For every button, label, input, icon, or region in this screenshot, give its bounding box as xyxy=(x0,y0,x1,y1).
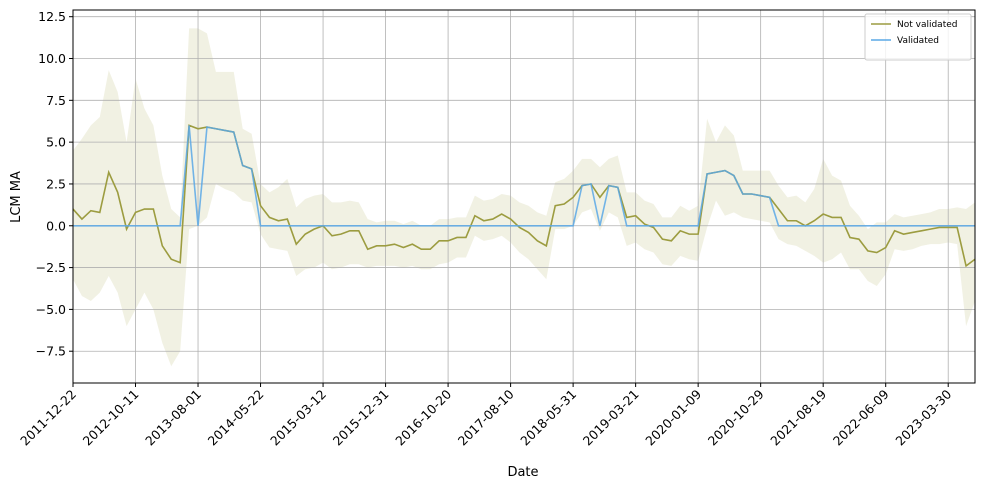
x-tick-label: 2017-08-10 xyxy=(455,386,517,448)
y-tick-label: 12.5 xyxy=(38,9,66,24)
x-tick-label: 2019-03-21 xyxy=(580,387,642,449)
y-tick-label: 5.0 xyxy=(46,135,66,150)
legend-label: Not validated xyxy=(897,20,957,30)
x-tick-label: 2022-06-09 xyxy=(830,386,892,448)
x-tick-label: 2018-05-31 xyxy=(517,387,579,449)
x-tick-label: 2021-08-19 xyxy=(767,386,829,448)
y-axis-label: LCM MA xyxy=(9,171,24,223)
legend-label: Validated xyxy=(897,36,939,46)
x-tick-label: 2015-03-12 xyxy=(267,387,329,449)
x-axis-label: Date xyxy=(507,465,538,480)
y-tick-label: −5.0 xyxy=(36,302,66,317)
y-tick-label: 0.0 xyxy=(46,218,66,233)
confidence-band xyxy=(73,28,975,367)
y-tick-label: −2.5 xyxy=(36,260,66,275)
y-tick-label: 10.0 xyxy=(38,51,66,66)
series-line xyxy=(73,125,975,227)
x-tick-label: 2023-03-30 xyxy=(892,386,954,448)
legend-box xyxy=(864,13,972,61)
plot-frame xyxy=(72,9,976,384)
x-tick-label: 2013-08-01 xyxy=(142,387,204,449)
x-tick-label: 2015-12-31 xyxy=(330,387,392,449)
x-tick-label: 2011-12-22 xyxy=(17,387,79,449)
x-tick-label: 2020-01-09 xyxy=(642,386,704,448)
x-tick-label: 2020-10-29 xyxy=(705,386,767,448)
y-tick-label: −7.5 xyxy=(36,344,66,359)
y-tick-label: 2.5 xyxy=(46,176,66,191)
x-tick-label: 2012-10-11 xyxy=(80,387,142,449)
y-tick-label: 7.5 xyxy=(46,93,66,108)
x-tick-label: 2014-05-22 xyxy=(205,387,267,449)
x-tick-label: 2016-10-20 xyxy=(392,386,454,448)
